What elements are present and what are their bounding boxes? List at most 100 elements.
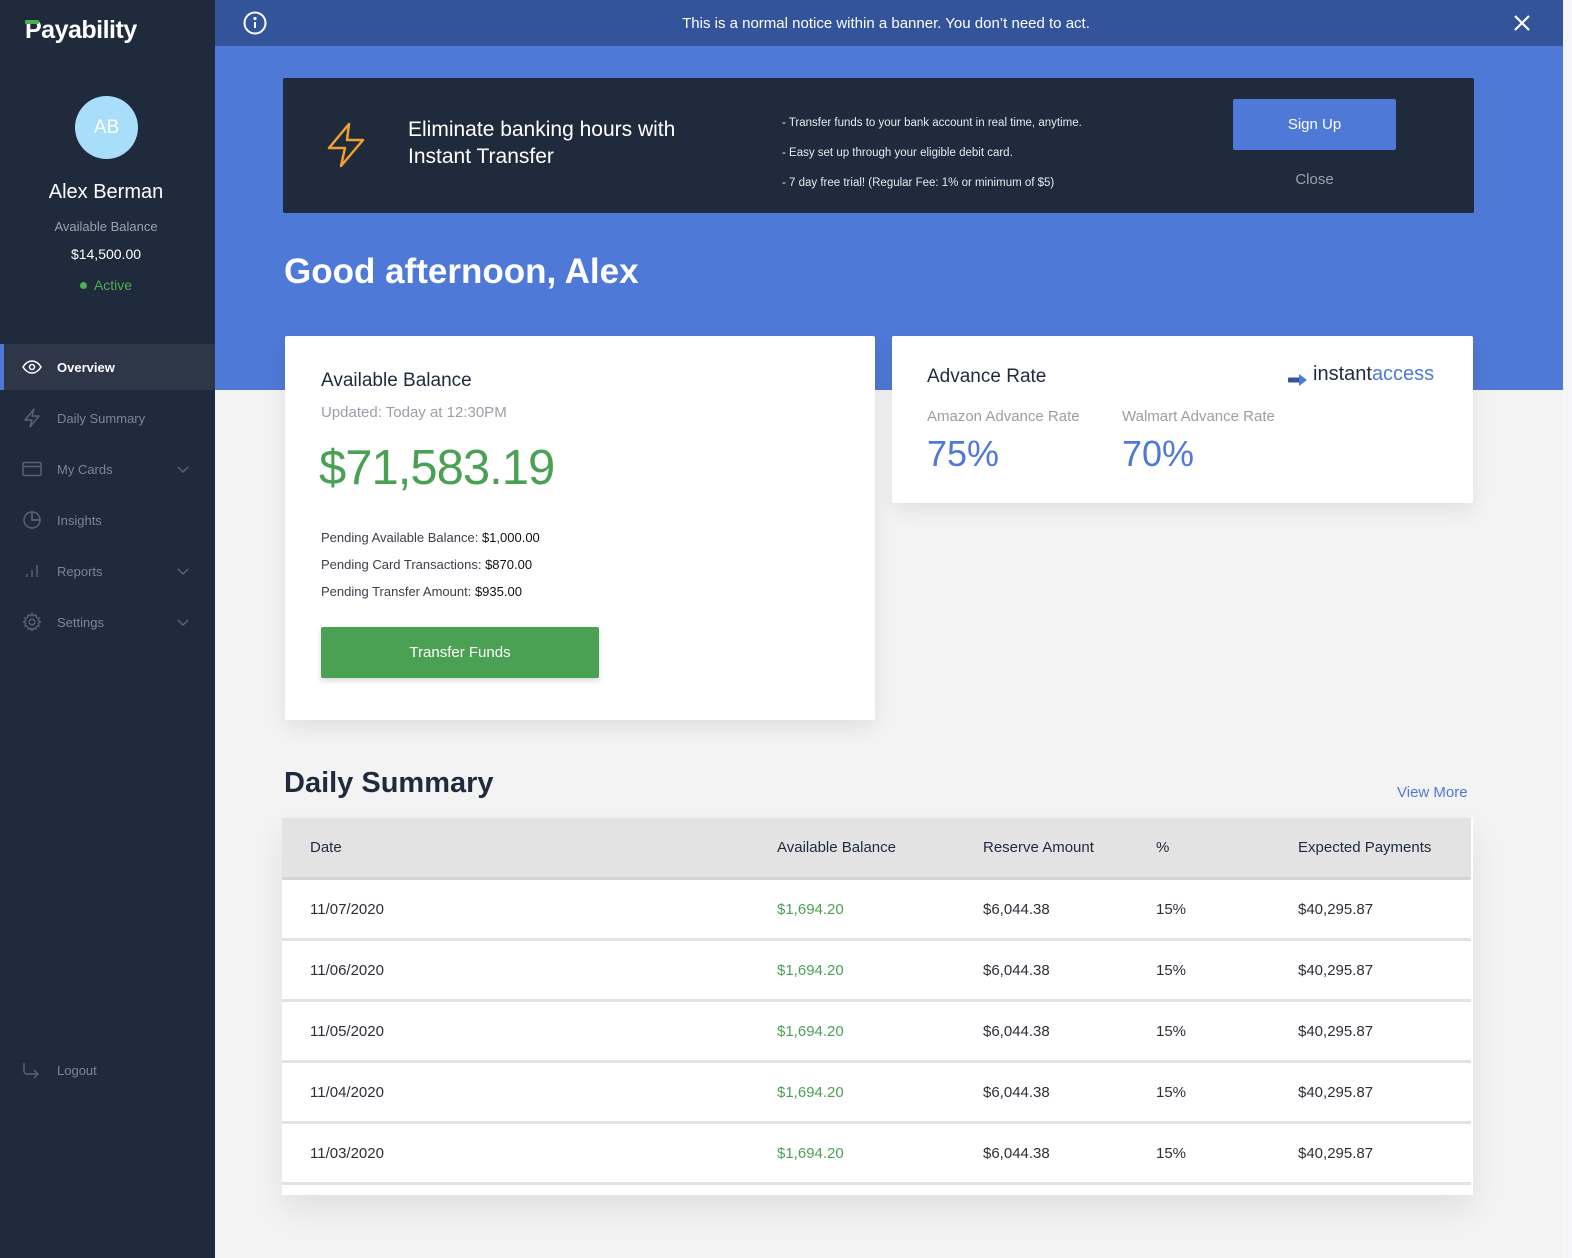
- rate-value: 70%: [1122, 433, 1195, 474]
- promo-bullet: - Easy set up through your eligible debi…: [782, 147, 1013, 159]
- close-promo-link[interactable]: Close: [1295, 171, 1334, 188]
- cell-expected-payments: $40,295.87: [1298, 900, 1374, 918]
- cell-percent: 15%: [1156, 961, 1187, 979]
- notice-banner: This is a normal notice within a banner.…: [215, 0, 1563, 46]
- status-dot-icon: [79, 281, 87, 289]
- sidebar-item-label: Reports: [57, 563, 103, 579]
- updated-timestamp: Updated: Today at 12:30PM: [321, 404, 507, 421]
- sidebar-item-label: Settings: [57, 614, 104, 630]
- status-badge: Active: [0, 277, 212, 293]
- promo-bullets: - Transfer funds to your bank account in…: [782, 108, 1082, 198]
- logo-accent: [25, 20, 39, 24]
- status-text: Active: [93, 277, 133, 293]
- lightning-icon: [21, 407, 43, 429]
- cell-reserve-amount: $6,044.38: [983, 1083, 1050, 1101]
- sidebar-item-my-cards[interactable]: My Cards: [0, 446, 215, 492]
- column-header-percent[interactable]: %: [1156, 839, 1170, 856]
- view-more-link[interactable]: View More: [1397, 784, 1468, 801]
- cell-reserve-amount: $6,044.38: [983, 1022, 1050, 1040]
- page-greeting: Good afternoon, Alex: [284, 252, 639, 291]
- logout-button[interactable]: Logout: [0, 1047, 215, 1093]
- promo-headline-line2: Instant Transfer: [408, 145, 554, 168]
- card-title: Available Balance: [321, 370, 472, 391]
- logout-arrow-icon: [21, 1060, 41, 1080]
- sidebar-item-overview[interactable]: Overview: [0, 344, 215, 390]
- cell-available-balance: $1,694.20: [777, 1144, 844, 1162]
- bar-chart-icon: [21, 560, 43, 582]
- cell-available-balance: $1,694.20: [777, 900, 844, 918]
- cell-expected-payments: $40,295.87: [1298, 1083, 1374, 1101]
- user-name: Alex Berman: [48, 181, 164, 203]
- chevron-down-icon[interactable]: [176, 462, 190, 476]
- transfer-funds-button[interactable]: Transfer Funds: [321, 627, 599, 678]
- logo-text: Payability: [25, 16, 137, 44]
- amazon-rate: Amazon Advance Rate 75%: [927, 408, 1080, 475]
- cell-date: 11/07/2020: [310, 900, 384, 918]
- pie-chart-icon: [21, 509, 43, 531]
- pending-list: Pending Available Balance: $1,000.00 Pen…: [321, 524, 540, 605]
- cell-percent: 15%: [1156, 1144, 1187, 1162]
- page-edge: [1563, 0, 1572, 1258]
- balance-value: $14,500.00: [70, 246, 142, 262]
- rate-value: 75%: [927, 433, 1000, 474]
- pending-item: Pending Available Balance: $1,000.00: [321, 524, 540, 551]
- sidebar-item-label: Insights: [57, 512, 102, 528]
- table-row[interactable]: 11/05/2020 $1,694.20 $6,044.38 15% $40,2…: [282, 1002, 1471, 1063]
- info-icon: [243, 11, 267, 35]
- promo-bullet: - 7 day free trial! (Regular Fee: 1% or …: [782, 177, 1055, 189]
- rate-label: Walmart Advance Rate: [1122, 408, 1275, 425]
- pending-item: Pending Transfer Amount: $935.00: [321, 578, 540, 605]
- pending-value: $935.00: [474, 584, 522, 599]
- balance-label: Available Balance: [54, 219, 158, 234]
- column-header-available-balance[interactable]: Available Balance: [777, 839, 896, 856]
- pending-value: $1,000.00: [481, 530, 540, 545]
- sign-up-button[interactable]: Sign Up: [1233, 99, 1396, 150]
- eye-icon: [21, 356, 43, 378]
- brand-part1: instant: [1313, 363, 1372, 385]
- promo-headline: Eliminate banking hours with Instant Tra…: [408, 116, 728, 170]
- promo-bullet: - Transfer funds to your bank account in…: [782, 117, 1082, 129]
- balance-amount: $71,583.19: [319, 441, 555, 495]
- sidebar: Payability AB Alex Berman Available Bala…: [0, 0, 215, 1258]
- avatar[interactable]: AB: [75, 96, 138, 159]
- sidebar-item-daily-summary[interactable]: Daily Summary: [0, 395, 215, 441]
- rate-label: Amazon Advance Rate: [927, 408, 1080, 425]
- column-header-expected-payments[interactable]: Expected Payments: [1298, 839, 1432, 856]
- lightning-icon: [327, 122, 369, 168]
- pending-item: Pending Card Transactions: $870.00: [321, 551, 540, 578]
- cell-percent: 15%: [1156, 900, 1187, 918]
- sidebar-item-label: Daily Summary: [57, 410, 146, 426]
- logout-label: Logout: [57, 1062, 97, 1078]
- pending-label: Pending Available Balance:: [321, 530, 479, 545]
- pending-value: $870.00: [485, 557, 533, 572]
- payability-logo[interactable]: Payability: [25, 16, 137, 45]
- gear-icon: [21, 611, 43, 633]
- arrow-right-icon: [1288, 369, 1308, 386]
- column-header-date[interactable]: Date: [310, 839, 342, 856]
- sidebar-item-reports[interactable]: Reports: [0, 548, 215, 594]
- cell-reserve-amount: $6,044.38: [983, 961, 1050, 979]
- table-row[interactable]: 11/04/2020 $1,694.20 $6,044.38 15% $40,2…: [282, 1063, 1471, 1124]
- cell-percent: 15%: [1156, 1022, 1187, 1040]
- chevron-down-icon[interactable]: [176, 615, 190, 629]
- column-header-reserve-amount[interactable]: Reserve Amount: [983, 839, 1094, 856]
- table-row[interactable]: 11/07/2020 $1,694.20 $6,044.38 15% $40,2…: [282, 880, 1471, 941]
- daily-summary-table: Date Available Balance Reserve Amount % …: [282, 818, 1473, 1195]
- table-row[interactable]: 11/03/2020 $1,694.20 $6,044.38 15% $40,2…: [282, 1124, 1471, 1185]
- cell-date: 11/04/2020: [310, 1083, 384, 1101]
- instantaccess-logo: instant access: [1288, 363, 1434, 386]
- table-row[interactable]: 11/06/2020 $1,694.20 $6,044.38 15% $40,2…: [282, 941, 1471, 1002]
- card-title: Advance Rate: [927, 366, 1047, 387]
- cell-date: 11/06/2020: [310, 961, 384, 979]
- cell-reserve-amount: $6,044.38: [983, 1144, 1050, 1162]
- close-icon[interactable]: [1512, 13, 1532, 33]
- notice-text: This is a normal notice within a banner.…: [682, 15, 1090, 32]
- cell-available-balance: $1,694.20: [777, 1022, 844, 1040]
- available-balance-card: Available Balance Updated: Today at 12:3…: [285, 336, 875, 720]
- chevron-down-icon[interactable]: [176, 564, 190, 578]
- pending-label: Pending Transfer Amount:: [321, 584, 472, 599]
- sidebar-item-insights[interactable]: Insights: [0, 497, 215, 543]
- sidebar-nav: Overview Daily Summary My Cards Insights: [0, 344, 215, 650]
- cell-expected-payments: $40,295.87: [1298, 1022, 1374, 1040]
- sidebar-item-settings[interactable]: Settings: [0, 599, 215, 645]
